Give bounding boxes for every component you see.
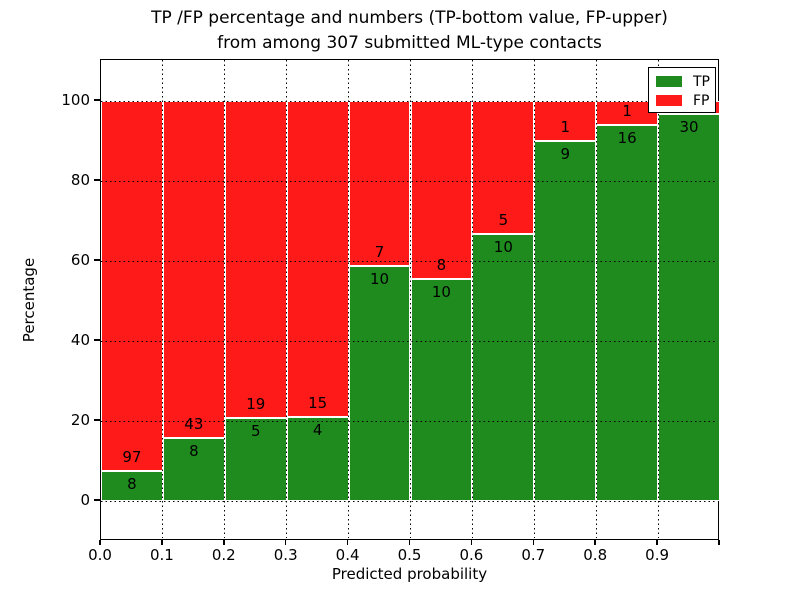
fp-color-swatch bbox=[656, 95, 682, 106]
legend-item-fp: FP bbox=[656, 91, 715, 110]
y-tick-mark bbox=[94, 339, 100, 341]
bar-tp-segment bbox=[410, 278, 473, 501]
y-tick-mark bbox=[94, 499, 100, 501]
bar-fp-segment bbox=[162, 101, 225, 439]
x-axis-label: Predicted probability bbox=[331, 565, 488, 583]
y-tick-mark bbox=[94, 419, 100, 421]
tp-count-label: 8 bbox=[127, 474, 137, 493]
tp-count-label: 10 bbox=[370, 269, 390, 288]
tp-count-label: 8 bbox=[189, 442, 199, 461]
tp-count-label: 9 bbox=[560, 145, 571, 163]
plot-area: 97 8 43 8 19 5 15 4 7 10 8 10 5 10 1 9 1 16 30 TP FP bbox=[100, 59, 720, 540]
y-tick-label: 100 bbox=[61, 91, 90, 109]
x-tick-mark bbox=[284, 540, 287, 545]
horizontal-gridline bbox=[101, 340, 717, 342]
chart-title: TP /FP percentage and numbers (TP-bottom… bbox=[100, 6, 719, 56]
bar-tp-segment bbox=[658, 113, 720, 501]
vertical-gridline bbox=[471, 60, 473, 538]
plot-canvas: 97 8 43 8 19 5 15 4 7 10 8 10 5 10 1 9 1 16 30 bbox=[101, 60, 720, 539]
x-tick-mark bbox=[594, 540, 596, 545]
bar-tp-segment bbox=[101, 470, 163, 501]
legend-label-tp: TP bbox=[693, 73, 710, 90]
x-tick-mark bbox=[161, 540, 163, 545]
fp-count-label: 7 bbox=[374, 242, 385, 261]
tp-color-swatch bbox=[656, 76, 682, 87]
x-tick-label: 0.8 bbox=[583, 546, 608, 564]
tp-count-label: 16 bbox=[617, 128, 637, 147]
chart-title-line2: from among 307 submitted ML-type contact… bbox=[217, 33, 602, 53]
x-tick-mark bbox=[346, 540, 349, 545]
bar-tp-segment bbox=[162, 438, 225, 501]
bar-tp-segment bbox=[534, 141, 597, 501]
x-tick-label: 0.7 bbox=[521, 546, 546, 564]
y-tick-label: 20 bbox=[70, 411, 90, 429]
vertical-gridline bbox=[348, 60, 350, 538]
x-tick-mark bbox=[718, 540, 720, 545]
fp-count-label: 97 bbox=[122, 447, 142, 466]
x-tick-mark bbox=[408, 540, 411, 545]
horizontal-gridline bbox=[101, 260, 717, 262]
x-tick-label: 0.3 bbox=[273, 546, 298, 564]
tp-count-label: 30 bbox=[679, 117, 699, 136]
x-tick-label: 0.2 bbox=[211, 546, 236, 564]
tp-count-label: 10 bbox=[431, 282, 451, 301]
bar-fp-segment bbox=[534, 101, 597, 141]
x-tick-mark bbox=[532, 540, 535, 545]
fp-count-label: 43 bbox=[184, 415, 204, 434]
x-tick-mark bbox=[99, 540, 101, 545]
fp-count-label: 19 bbox=[246, 394, 266, 413]
bar-tp-segment bbox=[472, 234, 535, 501]
vertical-gridline bbox=[224, 60, 226, 538]
y-tick-label: 40 bbox=[70, 331, 90, 349]
bar-tp-segment bbox=[348, 265, 411, 501]
vertical-gridline bbox=[162, 60, 164, 538]
vertical-gridline bbox=[595, 60, 597, 538]
x-tick-label: 0.0 bbox=[88, 546, 112, 564]
fp-count-label: 1 bbox=[560, 118, 571, 136]
tp-count-label: 5 bbox=[250, 421, 261, 440]
horizontal-gridline bbox=[101, 420, 717, 422]
chart-title-line1: TP /FP percentage and numbers (TP-bottom… bbox=[151, 8, 668, 28]
tp-count-label: 4 bbox=[312, 420, 323, 439]
y-axis-label: Percentage bbox=[20, 257, 38, 343]
bar-tp-segment bbox=[596, 124, 659, 501]
x-tick-mark bbox=[656, 540, 658, 545]
y-tick-label: 0 bbox=[80, 491, 90, 509]
bar-fp-segment bbox=[286, 101, 349, 417]
fp-count-label: 5 bbox=[498, 211, 509, 230]
bar-fp-segment bbox=[224, 101, 287, 418]
y-tick-mark bbox=[94, 99, 100, 101]
horizontal-gridline bbox=[101, 500, 717, 502]
legend-item-tp: TP bbox=[656, 72, 715, 91]
bar-fp-segment bbox=[348, 101, 411, 266]
vertical-gridline bbox=[533, 60, 535, 538]
y-tick-label: 60 bbox=[70, 251, 90, 269]
bar-tp-segment bbox=[286, 416, 349, 501]
x-tick-mark bbox=[470, 540, 473, 545]
vertical-gridline bbox=[410, 60, 411, 538]
x-tick-label: 0.1 bbox=[149, 546, 174, 564]
y-tick-label: 80 bbox=[70, 171, 90, 189]
tp-count-label: 10 bbox=[493, 238, 513, 257]
fp-count-label: 8 bbox=[436, 255, 447, 274]
x-tick-mark bbox=[223, 540, 225, 545]
x-tick-label: 0.9 bbox=[645, 546, 670, 564]
x-tick-label: 0.4 bbox=[335, 546, 360, 564]
horizontal-gridline bbox=[101, 180, 717, 182]
legend: TP FP bbox=[648, 67, 716, 113]
x-tick-label: 0.6 bbox=[459, 546, 484, 564]
bar-fp-segment bbox=[410, 101, 473, 279]
fp-count-label: 15 bbox=[308, 393, 328, 412]
bar-fp-segment bbox=[101, 101, 163, 471]
y-tick-mark bbox=[94, 259, 100, 261]
y-tick-mark bbox=[94, 179, 100, 181]
fp-count-label: 1 bbox=[622, 101, 632, 120]
horizontal-gridline bbox=[101, 100, 717, 102]
vertical-gridline bbox=[657, 60, 659, 538]
x-tick-label: 0.5 bbox=[397, 546, 422, 564]
vertical-gridline bbox=[286, 60, 288, 538]
legend-label-fp: FP bbox=[693, 92, 710, 109]
